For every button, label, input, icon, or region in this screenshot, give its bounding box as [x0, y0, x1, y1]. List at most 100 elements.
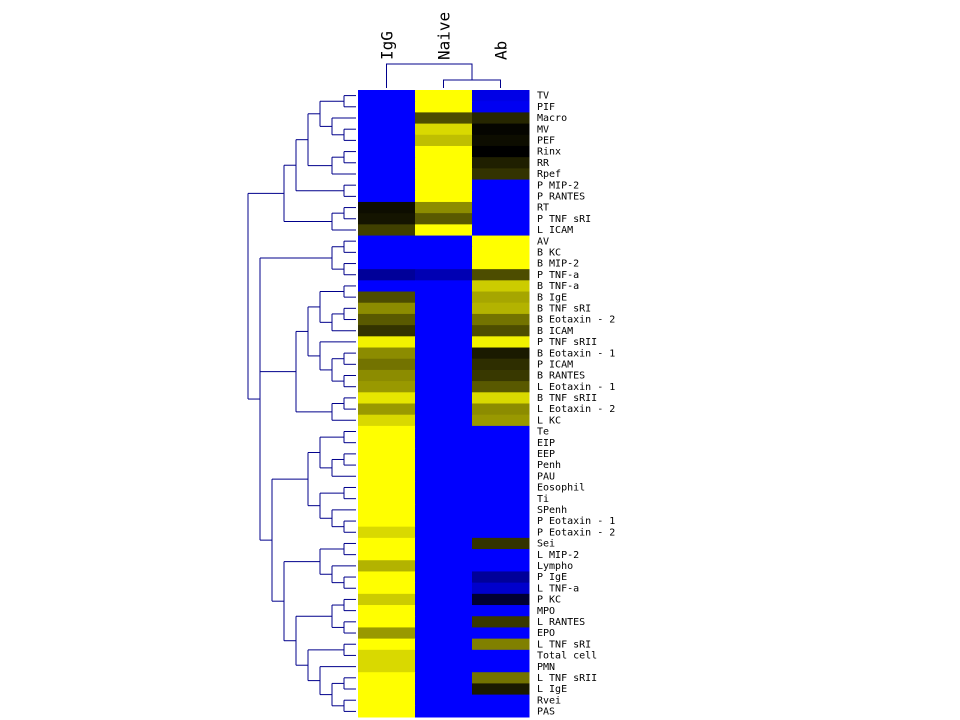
heatmap-cell — [472, 179, 530, 192]
row-label: MV — [537, 124, 549, 135]
heatmap-cell — [358, 257, 416, 270]
heatmap-cell — [358, 537, 416, 550]
row-label: B TNF sRII — [537, 393, 597, 404]
heatmap-cell — [358, 593, 416, 606]
heatmap-cell — [472, 705, 530, 718]
heatmap-cell — [358, 683, 416, 696]
heatmap-cell — [415, 302, 473, 315]
heatmap-cell — [415, 269, 473, 281]
heatmap-cell — [358, 414, 416, 427]
heatmap-cell — [358, 291, 416, 304]
heatmap-cell — [415, 504, 473, 516]
heatmap-cell — [358, 515, 416, 528]
row-label: EPO — [537, 628, 555, 639]
heatmap-cell — [415, 336, 473, 349]
heatmap-cell — [415, 448, 473, 460]
heatmap-cell — [415, 481, 473, 494]
row-label: P RANTES — [537, 192, 585, 203]
heatmap-cell — [472, 582, 530, 595]
row-label: L Eotaxin - 2 — [537, 404, 615, 415]
row-label: EEP — [537, 449, 555, 460]
heatmap-cell — [358, 112, 416, 125]
heatmap-cell — [415, 179, 473, 192]
heatmap-cell — [472, 302, 530, 315]
heatmap-cell — [415, 90, 473, 102]
heatmap-cell — [415, 101, 473, 113]
heatmap-cell — [415, 347, 473, 360]
heatmap-cell — [415, 134, 473, 147]
row-label: RT — [537, 203, 549, 214]
heatmap-cell — [358, 123, 416, 136]
heatmap-cell — [472, 459, 530, 472]
row-label: PMN — [537, 662, 555, 673]
heatmap-cell — [358, 280, 416, 293]
heatmap-cell — [358, 605, 416, 617]
heatmap-cell — [358, 448, 416, 460]
heatmap-cell — [358, 369, 416, 382]
heatmap-cell — [472, 683, 530, 696]
row-label: L KC — [537, 415, 561, 426]
row-label: Penh — [537, 460, 561, 471]
row-label: Eosophil — [537, 483, 585, 494]
row-label: L TNF sRII — [537, 673, 597, 684]
heatmap-cell — [472, 605, 530, 617]
row-label: Macro — [537, 113, 567, 124]
heatmap-cell — [358, 459, 416, 472]
heatmap-cell — [358, 493, 416, 505]
heatmap-cell — [358, 694, 416, 707]
heatmap-cell — [358, 302, 416, 315]
heatmap-cell — [472, 101, 530, 113]
heatmap-cell — [472, 425, 530, 438]
heatmap-cell — [358, 246, 416, 259]
row-label: AV — [537, 236, 549, 247]
heatmap-cell — [358, 582, 416, 595]
row-label: B TNF sRI — [537, 303, 591, 314]
heatmap-cell — [415, 168, 473, 181]
heatmap-cell — [358, 549, 416, 561]
column-dendrogram-branch — [443, 79, 501, 88]
heatmap-cell — [472, 280, 530, 293]
heatmap-cell — [358, 437, 416, 449]
heatmap-cell — [415, 414, 473, 427]
heatmap-cell — [415, 291, 473, 304]
row-label: Rvei — [537, 695, 561, 706]
heatmap-cell — [472, 470, 530, 483]
heatmap-cell — [472, 481, 530, 494]
column-label: IgG — [378, 31, 397, 60]
heatmap-cell — [358, 470, 416, 483]
row-label: PAU — [537, 471, 555, 482]
heatmap-cell — [358, 190, 416, 203]
heatmap-cell — [472, 291, 530, 304]
row-label: TV — [537, 91, 549, 102]
heatmap-cell — [358, 649, 416, 662]
heatmap-cell — [415, 526, 473, 539]
heatmap-cell — [472, 224, 530, 237]
heatmap-cell — [415, 627, 473, 640]
row-label: P MIP-2 — [537, 180, 579, 191]
heatmap-cell — [472, 157, 530, 169]
heatmap-cell — [358, 134, 416, 147]
heatmap-cell — [472, 145, 530, 158]
heatmap-cell — [415, 683, 473, 696]
heatmap-cell — [358, 179, 416, 192]
heatmap-cell — [415, 403, 473, 416]
heatmap-cell — [472, 526, 530, 539]
heatmap-cell — [358, 571, 416, 584]
row-label: EIP — [537, 438, 555, 449]
heatmap-cell — [472, 336, 530, 349]
row-label: Rinx — [537, 147, 561, 158]
heatmap-cell — [358, 235, 416, 248]
row-label: L Eotaxin - 1 — [537, 382, 615, 393]
heatmap-cell — [415, 560, 473, 572]
heatmap-cell — [358, 481, 416, 494]
row-label: P Eotaxin - 2 — [537, 527, 615, 538]
heatmap-cell — [358, 157, 416, 169]
heatmap-cell — [358, 381, 416, 393]
heatmap-cell — [472, 560, 530, 572]
heatmap-cell — [472, 347, 530, 360]
row-label: P ICAM — [537, 359, 573, 370]
heatmap-cell — [472, 325, 530, 337]
row-label: PEF — [537, 136, 555, 147]
column-label: Ab — [492, 41, 511, 60]
